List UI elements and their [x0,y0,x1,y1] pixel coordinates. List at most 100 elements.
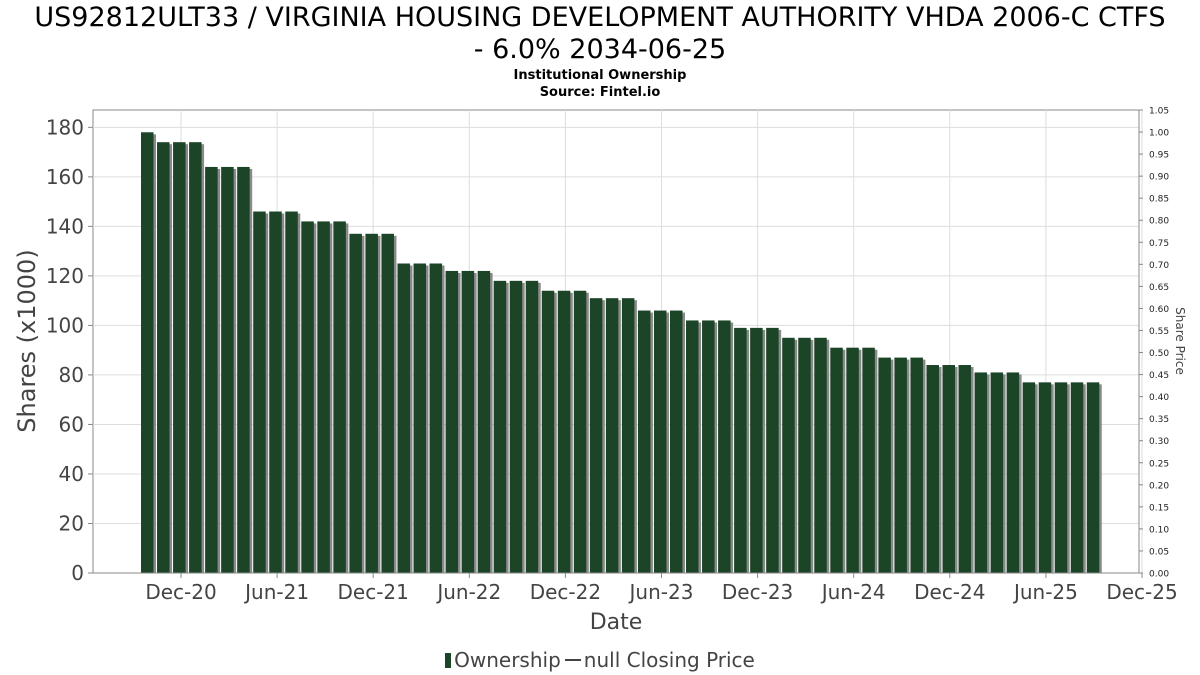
ownership-bar [1086,382,1100,573]
chart-source: Source: Fintel.io [539,85,661,100]
y2-tick-label: 0.90 [1149,173,1169,183]
ownership-bar [750,327,763,573]
y2-tick-label: 0.50 [1149,349,1169,359]
y2-tick-label: 0.20 [1149,481,1169,491]
ownership-bar [878,357,891,573]
y2-tick-label: 0.25 [1149,459,1169,469]
y2-tick-label: 0.30 [1149,437,1169,447]
x-tick-label: Jun-23 [628,580,694,604]
ownership-bar [413,263,427,573]
ownership-bar [477,270,491,573]
ownership-bar [1070,382,1084,573]
ownership-bar [461,270,475,573]
ownership-bar [990,372,1004,573]
ownership-bar [365,233,378,573]
ownership-bar [381,233,394,573]
y-tick-label: 0 [71,561,84,585]
legend-ownership-swatch [445,653,452,668]
y2-tick-label: 0.15 [1149,503,1169,513]
legend-price-swatch [564,659,581,661]
ownership-bar [942,365,955,573]
ownership-bar [589,298,603,573]
ownership-bar [766,327,779,573]
ownership-bar [205,166,218,573]
x-tick-label: Jun-25 [1012,580,1078,604]
y-tick-label: 80 [59,363,84,387]
y-tick-label: 180 [46,115,84,139]
ownership-bar [621,298,635,573]
legend-price-label: null Closing Price [583,648,755,672]
ownership-bar [557,290,571,573]
y-tick-label: 100 [46,313,84,337]
x-tick-label: Dec-20 [145,580,216,604]
ownership-bar [317,221,330,573]
ownership-bar [1006,372,1020,573]
ownership-bar [269,211,282,573]
ownership-bar [493,280,507,573]
y-axis-label: Shares (x1000) [13,249,41,432]
chart-subtitle: Institutional Ownership [513,68,687,83]
ownership-bar [926,365,939,573]
y2-tick-label: 0.45 [1149,371,1169,381]
ownership-bar [253,211,266,573]
y-tick-label: 40 [59,462,84,486]
ownership-bar [686,320,699,573]
ownership-bar [894,357,907,573]
bars [141,132,1102,573]
ownership-bar [173,142,186,573]
chart-title-line2: - 6.0% 2034-06-25 [473,34,727,65]
x-tick-label: Dec-25 [1106,580,1177,604]
y2-tick-label: 0.70 [1149,261,1169,271]
y2-tick-label: 0.00 [1149,570,1169,580]
ownership-bar [237,166,250,573]
ownership-bar [605,298,619,573]
ownership-bar [846,347,859,573]
ownership-bar [862,347,875,573]
ownership-bar [221,166,234,573]
x-tick-label: Jun-21 [243,580,309,604]
x-tick-label: Dec-23 [722,580,793,604]
y2-tick-label: 1.05 [1149,107,1169,117]
y-tick-label: 120 [46,264,84,288]
y2-tick-label: 0.95 [1149,151,1169,161]
y2-tick-label: 0.05 [1149,547,1169,557]
y2-tick-label: 0.80 [1149,217,1169,227]
ownership-bar [445,270,459,573]
x-tick-label: Dec-21 [338,580,409,604]
x-axis-label: Date [590,610,643,635]
y2-tick-label: 0.60 [1149,305,1169,315]
y2-axis-label: Share Price [1173,307,1187,375]
y2-tick-label: 1.00 [1149,129,1169,139]
ownership-bar [509,280,523,573]
y2-tick-label: 0.85 [1149,195,1169,205]
ownership-bar [734,327,747,573]
ownership-bar [653,310,667,573]
ownership-bar [1038,382,1052,573]
y-tick-label: 140 [46,214,84,238]
ownership-bar [301,221,314,573]
legend-ownership-label: Ownership [454,648,561,672]
ownership-bar [1022,382,1036,573]
ownership-bar [974,372,988,573]
ownership-bar [525,280,539,573]
ownership-bar [702,320,715,573]
y2-tick-label: 0.55 [1149,327,1169,337]
ownership-bar [429,263,443,573]
ownership-bar [189,142,202,573]
ownership-bar [157,142,170,573]
y2-tick-label: 0.40 [1149,393,1169,403]
ownership-bar [782,337,795,573]
y2-tick-label: 0.65 [1149,283,1169,293]
y-tick-label: 60 [59,412,84,436]
x-tick-label: Dec-22 [530,580,601,604]
y2-tick-label: 0.75 [1149,239,1169,249]
ownership-bar [397,263,410,573]
ownership-bar [573,290,587,573]
ownership-bar [285,211,298,573]
ownership-bar [637,310,651,573]
x-tick-label: Dec-24 [914,580,985,604]
ownership-bar [669,310,683,573]
ownership-bar [814,337,827,573]
y2-tick-label: 0.10 [1149,525,1169,535]
